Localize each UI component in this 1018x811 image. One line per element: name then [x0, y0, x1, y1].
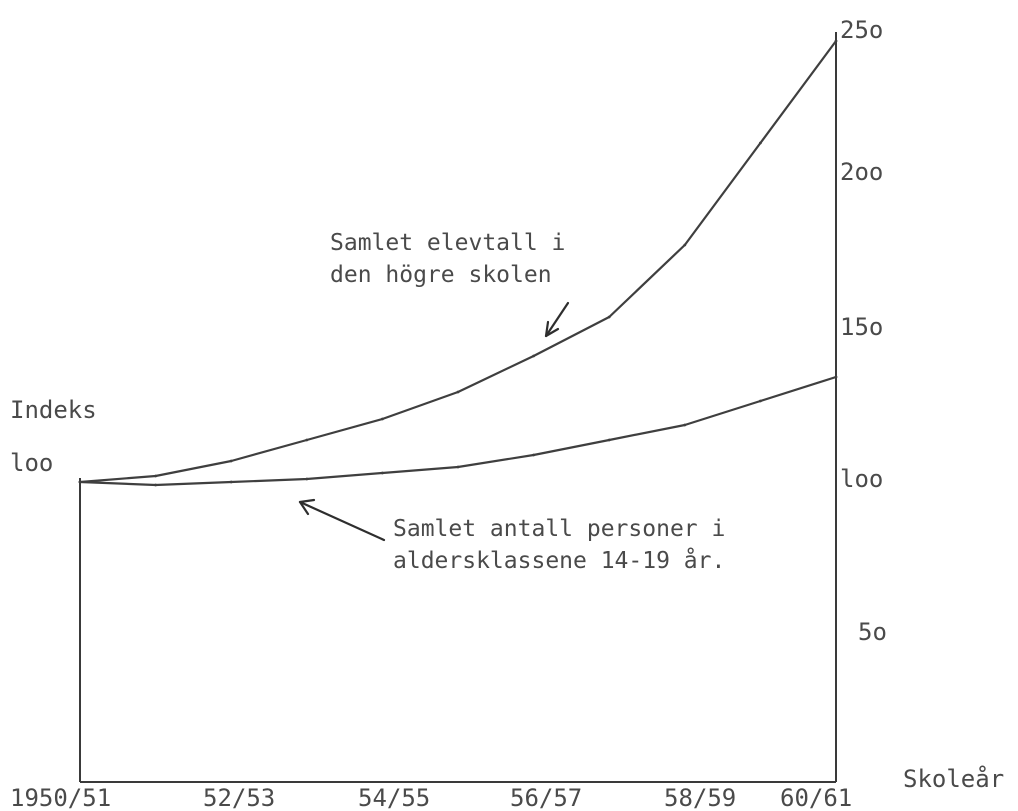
y-tick-labels: 25o 2oo 15o loo 5o	[840, 16, 887, 646]
series-1-annotation-arrow	[544, 301, 570, 338]
y-tick-label: 15o	[840, 313, 883, 341]
y-tick-label: loo	[840, 465, 883, 493]
x-tick-labels: 1950/51 52/53 54/55 56/57 58/59 60/61	[10, 784, 852, 811]
series-1-point	[532, 354, 535, 358]
series-1-point	[607, 315, 611, 319]
series-2-point	[532, 453, 535, 457]
series-2-annotation-line-1: Samlet antall personer i	[393, 516, 725, 542]
y-tick-label: 5o	[858, 618, 887, 646]
series-1-point	[229, 459, 233, 463]
x-tick-label: 54/55	[358, 784, 430, 811]
series-1-point	[456, 390, 460, 394]
series-1-annotation-line-1: Samlet elevtall i	[330, 230, 565, 256]
x-tick-label: 60/61	[780, 784, 852, 811]
x-tick-label: 52/53	[203, 784, 275, 811]
series-2-point	[683, 423, 687, 427]
y-tick-label: 2oo	[840, 158, 883, 186]
series-2-point	[759, 399, 762, 403]
y-axis-label: Indeks	[10, 396, 97, 424]
series-2-point	[381, 471, 384, 475]
series-1-point	[834, 39, 838, 43]
series-1-point	[759, 141, 762, 145]
x-tick-label: 58/59	[664, 784, 736, 811]
x-axis-label: Skoleår	[903, 764, 1004, 793]
x-tick-label: 56/57	[510, 784, 582, 811]
series-1-point	[154, 474, 158, 478]
series-2-point	[456, 465, 460, 469]
y-tick-label: 25o	[840, 16, 883, 44]
series-1-point	[305, 438, 309, 442]
series-2-annotation-line-2: aldersklassene 14-19 år.	[393, 546, 725, 574]
series-2-point	[154, 483, 158, 487]
series-2-point	[229, 480, 233, 484]
series-2-point	[607, 438, 611, 442]
series-layer	[78, 39, 838, 487]
x-tick-label: 1950/51	[10, 784, 111, 811]
series-2-point	[305, 477, 309, 481]
series-1-point	[683, 243, 687, 247]
series-2-point	[78, 480, 82, 484]
series-1-annotation-line-2: den högre skolen	[330, 262, 552, 288]
left-index-label: loo	[10, 449, 53, 477]
series-2-point	[834, 375, 838, 379]
series-2-annotation-arrow	[298, 498, 386, 542]
series-1-point	[381, 417, 384, 421]
